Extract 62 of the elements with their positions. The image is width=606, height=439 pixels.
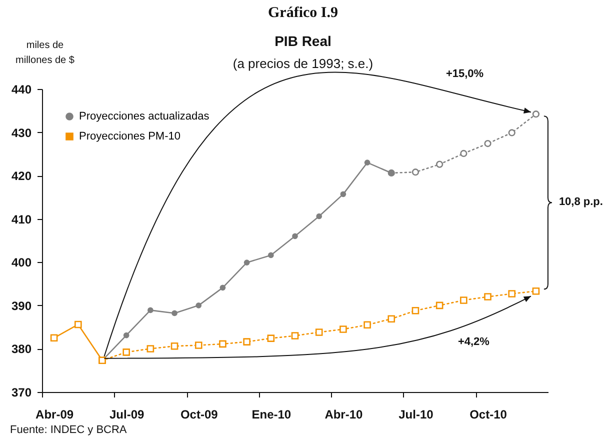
legend-label: Proyecciones PM-10: [79, 130, 180, 142]
point: [194, 342, 202, 349]
point: [364, 321, 371, 329]
y-tick-label: 410: [11, 212, 32, 226]
x-tick-label: Oct-09: [180, 408, 218, 422]
point: [484, 140, 492, 148]
source-note: Fuente: INDEC y BCRA: [10, 424, 127, 436]
y-tick-label: 400: [11, 256, 32, 270]
point: [436, 302, 444, 310]
point: [268, 252, 274, 258]
chart-subtitle: (a precios de 1993; s.e.): [232, 56, 374, 71]
point: [340, 191, 346, 198]
point: [460, 296, 468, 304]
x-tick-label: Jul-10: [398, 408, 434, 422]
text: +15,0%: [446, 68, 484, 80]
point: [508, 290, 516, 298]
point: [340, 326, 347, 333]
point: [244, 260, 250, 266]
point: [532, 110, 540, 118]
y-axis-title: miles de millones de $: [15, 39, 75, 68]
point: [364, 160, 370, 166]
x-tick-label: Abr-10: [324, 408, 364, 422]
point: [484, 293, 492, 300]
y-tick-label: 430: [11, 126, 32, 140]
x-tick-label: Ene-10: [252, 408, 292, 422]
y-tick-label: 380: [11, 342, 32, 356]
point: [412, 306, 420, 314]
chart-title: PIB Real: [274, 33, 332, 49]
point: [436, 160, 444, 168]
point: [122, 348, 130, 356]
point: [315, 328, 323, 336]
x-tick-label: Oct-10: [470, 408, 508, 422]
point: [50, 334, 58, 342]
y-tick-label: 370: [11, 386, 32, 400]
point: [220, 284, 226, 291]
text: 10,8 p.p.: [558, 196, 603, 208]
point: [172, 310, 178, 316]
point: [74, 320, 82, 328]
point: [146, 345, 154, 352]
legend-label: Proyecciones actualizadas: [79, 110, 210, 122]
point: [219, 340, 226, 348]
point: [508, 129, 516, 136]
point: [532, 287, 540, 295]
point: [170, 342, 178, 350]
y-tick-label: 390: [11, 298, 32, 313]
point: [291, 332, 299, 340]
y-tick-label: 420: [11, 169, 32, 184]
x-tick-label: Jul-09: [109, 408, 144, 422]
point: [388, 315, 396, 322]
point: [460, 150, 468, 158]
point: [243, 338, 250, 346]
point: [316, 213, 322, 220]
point: [267, 334, 275, 342]
x-tick-label: Abr-09: [36, 408, 74, 422]
point: [412, 168, 420, 176]
text: Gráfico I.9: [267, 5, 339, 22]
annotation: +4,2%: [458, 336, 490, 348]
point: [196, 302, 202, 308]
point: [148, 307, 154, 314]
point: [292, 233, 298, 240]
point: [123, 332, 130, 338]
y-tick-label: 440: [11, 82, 32, 96]
